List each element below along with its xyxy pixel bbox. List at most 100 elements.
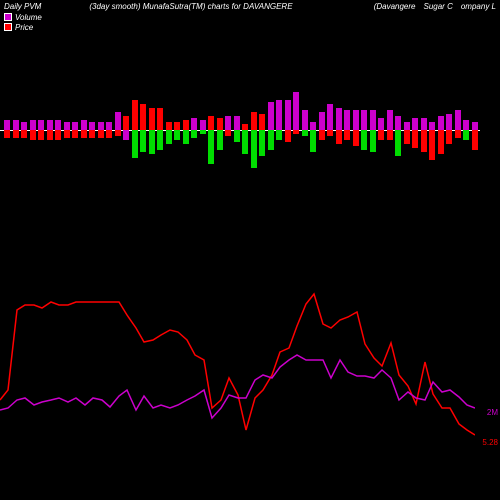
bar-down xyxy=(89,130,95,138)
bar-up xyxy=(310,122,316,130)
bar-up xyxy=(268,102,274,130)
bar-down xyxy=(225,130,231,136)
bar-up xyxy=(225,116,231,130)
bar-up xyxy=(251,112,257,130)
bar-down xyxy=(438,130,444,154)
bar-up xyxy=(191,118,197,130)
bar-up xyxy=(302,110,308,130)
bar-down xyxy=(140,130,146,152)
price-line-chart xyxy=(0,280,475,480)
bar-down xyxy=(81,130,87,138)
bar-up xyxy=(370,110,376,130)
bar-down xyxy=(115,130,121,136)
title-right-1: (Davangere xyxy=(374,2,416,22)
bar-up xyxy=(472,122,478,130)
bar-down xyxy=(395,130,401,156)
bar-down xyxy=(13,130,19,138)
bar-down xyxy=(353,130,359,146)
legend-volume-label: Volume xyxy=(15,13,42,22)
bar-down xyxy=(217,130,223,150)
chart-header: Daily PVM (3day smooth) MunafaSutra(TM) … xyxy=(0,2,500,22)
bar-up xyxy=(72,122,78,130)
bar-up xyxy=(106,122,112,130)
bar-down xyxy=(157,130,163,150)
bar-down xyxy=(463,130,469,140)
bar-up xyxy=(140,104,146,130)
bar-up xyxy=(98,122,104,130)
bar-up xyxy=(353,110,359,130)
bar-up xyxy=(166,122,172,130)
bar-down xyxy=(242,130,248,154)
bar-down xyxy=(455,130,461,138)
bar-up xyxy=(378,118,384,130)
bar-down xyxy=(106,130,112,138)
bar-down xyxy=(276,130,282,140)
chart-legend: Volume Price xyxy=(4,12,42,32)
bar-up xyxy=(319,112,325,130)
bar-down xyxy=(327,130,333,136)
bar-up xyxy=(412,118,418,130)
bar-up xyxy=(200,120,206,130)
bar-up xyxy=(208,116,214,130)
bar-up xyxy=(115,112,121,130)
legend-volume: Volume xyxy=(4,12,42,22)
bar-down xyxy=(404,130,410,144)
bar-up xyxy=(234,116,240,130)
bar-up xyxy=(4,120,10,130)
bar-up xyxy=(336,108,342,130)
legend-price-marker xyxy=(4,23,12,31)
bar-down xyxy=(293,130,299,134)
header-left: Daily PVM (3day smooth) MunafaSutra(TM) … xyxy=(4,2,293,22)
bar-up xyxy=(30,120,36,130)
bar-up xyxy=(132,100,138,130)
bar-down xyxy=(123,130,129,140)
bar-down xyxy=(38,130,44,140)
bar-down xyxy=(149,130,155,154)
bar-down xyxy=(47,130,53,140)
bar-up xyxy=(276,100,282,130)
bar-up xyxy=(123,116,129,130)
bar-down xyxy=(285,130,291,142)
bar-down xyxy=(30,130,36,140)
volume-bar-chart xyxy=(0,70,480,190)
bar-down xyxy=(191,130,197,138)
bar-up xyxy=(421,118,427,130)
bar-down xyxy=(55,130,61,140)
bar-down xyxy=(319,130,325,140)
bar-up xyxy=(463,120,469,130)
bar-down xyxy=(183,130,189,144)
line-chart-svg xyxy=(0,280,475,480)
bar-up xyxy=(259,114,265,130)
bar-down xyxy=(72,130,78,138)
bar-down xyxy=(259,130,265,156)
bar-down xyxy=(208,130,214,164)
bar-up xyxy=(183,120,189,130)
bar-down xyxy=(234,130,240,142)
title-subtitle: (3day smooth) MunafaSutra(TM) charts for… xyxy=(89,2,292,22)
bar-up xyxy=(344,110,350,130)
bar-down xyxy=(378,130,384,140)
bar-down xyxy=(21,130,27,138)
title-right-3: ompany L xyxy=(461,2,496,22)
bar-down xyxy=(166,130,172,144)
magenta-end-label: 2M xyxy=(487,408,498,417)
bar-up xyxy=(217,118,223,130)
bar-up xyxy=(285,100,291,130)
bar-down xyxy=(132,130,138,158)
bar-up xyxy=(81,120,87,130)
bar-down xyxy=(370,130,376,152)
bar-down xyxy=(174,130,180,140)
bar-up xyxy=(438,116,444,130)
bar-up xyxy=(64,122,70,130)
bar-up xyxy=(429,122,435,130)
bar-down xyxy=(336,130,342,144)
bar-down xyxy=(302,130,308,136)
bar-up xyxy=(21,122,27,130)
legend-volume-marker xyxy=(4,13,12,21)
legend-price-label: Price xyxy=(15,23,33,32)
bar-up xyxy=(455,110,461,130)
red-end-label: 5.28 xyxy=(482,438,498,447)
bar-down xyxy=(251,130,257,168)
bar-up xyxy=(149,108,155,130)
bar-up xyxy=(293,92,299,130)
